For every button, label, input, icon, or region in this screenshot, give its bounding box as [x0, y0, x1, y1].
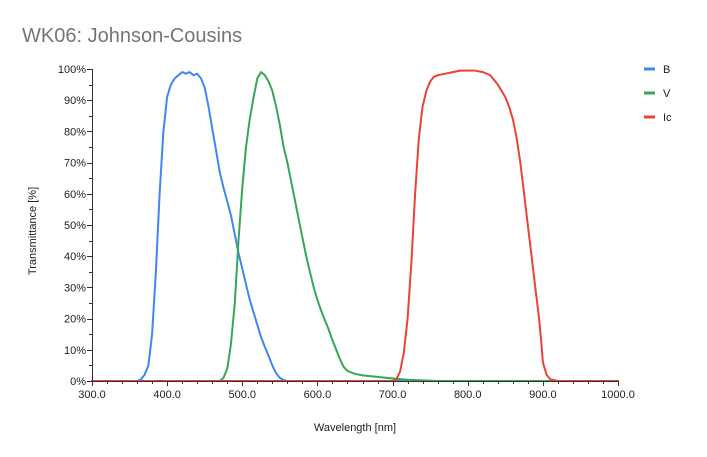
y-tick-label: 10%: [64, 345, 86, 357]
x-tick-label: 300.0: [78, 389, 106, 401]
axes-layer: [92, 69, 618, 382]
x-axis-title: Wavelength [nm]: [314, 422, 396, 434]
x-ticks: 300.0 400.0 500.0 600.0 700.0 800.0 900.0 1000.…: [78, 381, 635, 401]
series-line-v: [91, 71, 619, 382]
x-tick-label: 1000.0: [601, 389, 635, 401]
y-ticks: 0% 10% 20% 30% 40% 50% 60% 70% 80% 90% 100%: [58, 64, 92, 388]
series-line-b: [91, 71, 619, 382]
legend-label: V: [663, 88, 671, 100]
series-layer: [91, 69, 619, 382]
x-tick-label: 700.0: [379, 389, 407, 401]
x-tick-label: 900.0: [529, 389, 557, 401]
y-tick-label: 80%: [64, 126, 86, 138]
y-tick-label: 100%: [58, 64, 86, 76]
y-tick-label: 40%: [64, 251, 86, 263]
y-tick-label: 20%: [64, 314, 86, 326]
plot-area: 300.0 400.0 500.0 600.0 700.0 800.0 900.0 1000.…: [58, 64, 635, 401]
x-tick-label: 600.0: [304, 389, 332, 401]
y-tick-label: 50%: [64, 220, 86, 232]
y-tick-label: 0%: [70, 376, 86, 388]
legend-label: B: [663, 64, 670, 76]
series-line-ic: [91, 69, 619, 382]
x-tick-label: 400.0: [153, 389, 181, 401]
legend-item-b[interactable]: B: [644, 64, 670, 76]
y-tick-label: 70%: [64, 158, 86, 170]
legend-item-ic[interactable]: Ic: [644, 112, 672, 124]
y-axis-title: Transmittance [%]: [27, 187, 39, 275]
y-tick-label: 60%: [64, 189, 86, 201]
legend-item-v[interactable]: V: [644, 88, 671, 100]
chart-title: WK06: Johnson-Cousins: [22, 25, 242, 47]
x-tick-label: 800.0: [454, 389, 482, 401]
y-tick-label: 30%: [64, 282, 86, 294]
x-tick-label: 500.0: [229, 389, 257, 401]
y-tick-label: 90%: [64, 95, 86, 107]
legend: BV Ic: [644, 64, 672, 124]
legend-label: Ic: [663, 112, 672, 124]
